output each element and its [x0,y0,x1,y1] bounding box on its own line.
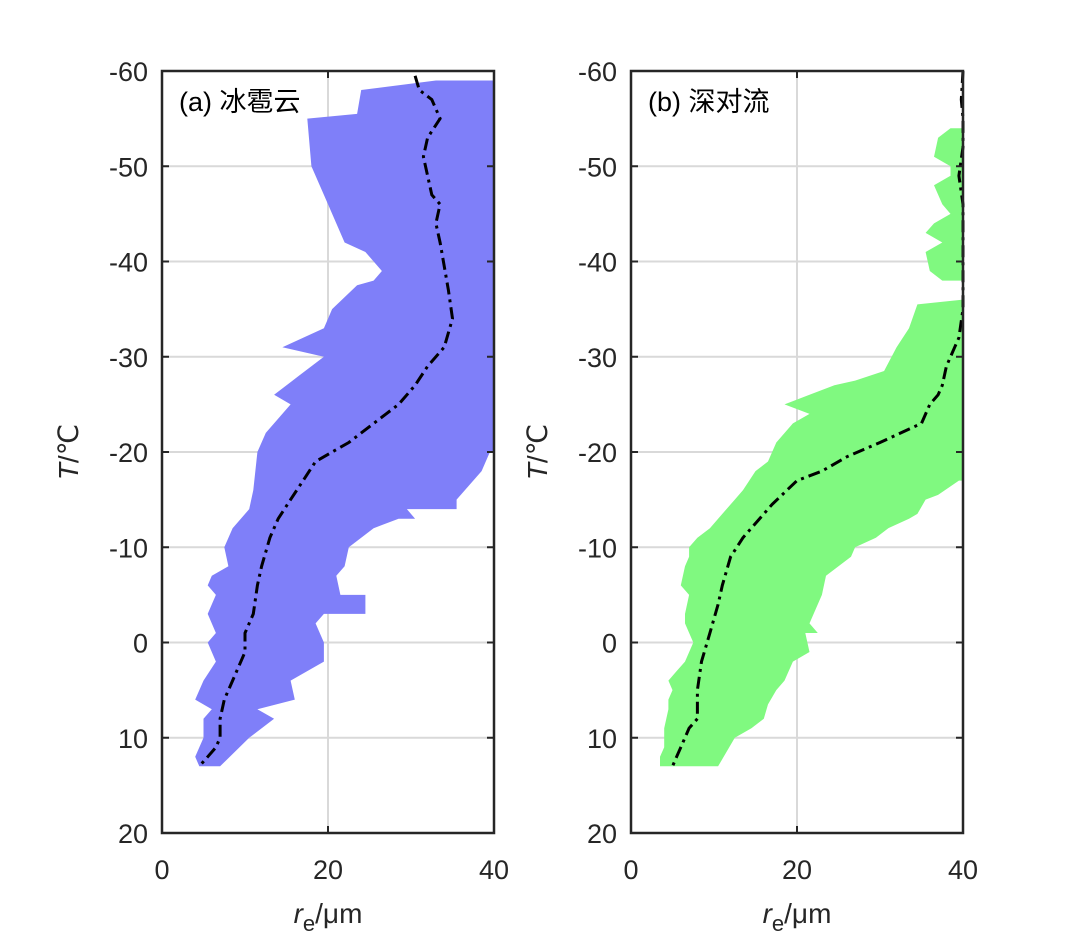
y-axis-label: T/℃ [522,424,553,480]
mean-line [198,75,455,768]
mean-line [671,70,965,767]
panel-label: (a) 冰雹云 [179,87,301,117]
y-tick-label: -60 [109,57,148,87]
y-tick-label: 0 [133,629,148,659]
y-tick-label: -40 [578,248,617,278]
x-tick-label: 20 [313,855,343,885]
y-tick-label: 10 [118,724,148,754]
y-tick-label: 10 [587,724,617,754]
y-tick-label: -10 [109,533,148,563]
x-axis-label: re/μm [294,898,363,936]
x-tick-label: 40 [479,855,509,885]
range-band [660,299,963,767]
y-tick-label: -10 [578,533,617,563]
y-tick-label: -20 [109,438,148,468]
x-tick-label: 0 [623,855,638,885]
y-tick-label: -50 [578,152,617,182]
y-axis-label: T/℃ [53,424,84,480]
x-axis-label: re/μm [763,898,832,936]
y-tick-label: 0 [602,629,617,659]
y-tick-label: -30 [109,343,148,373]
x-tick-label: 0 [154,855,169,885]
y-tick-label: -50 [109,152,148,182]
y-tick-label: -20 [578,438,617,468]
x-tick-label: 40 [948,855,978,885]
x-tick-label: 20 [782,855,812,885]
y-tick-label: -30 [578,343,617,373]
y-tick-label: -40 [109,248,148,278]
y-tick-label: 20 [118,819,148,849]
y-tick-label: -60 [578,57,617,87]
range-band [925,128,963,281]
y-tick-label: 20 [587,819,617,849]
panel-label: (b) 深对流 [648,87,770,117]
range-band [195,80,494,767]
